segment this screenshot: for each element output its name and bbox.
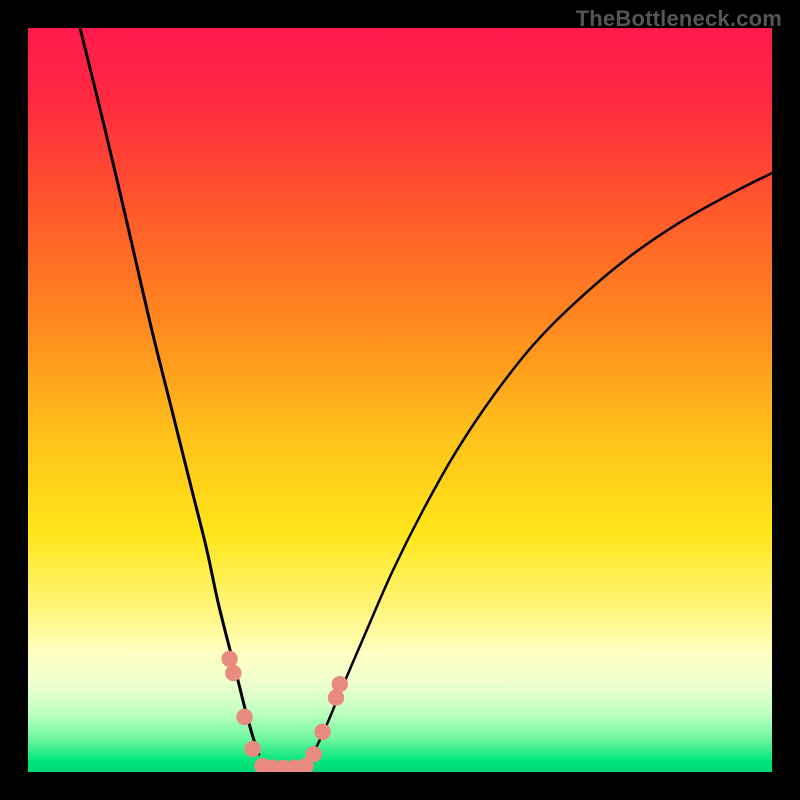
data-marker bbox=[332, 676, 348, 692]
chart-svg bbox=[28, 28, 772, 772]
data-marker bbox=[245, 741, 261, 757]
data-marker bbox=[314, 724, 330, 740]
data-marker bbox=[236, 709, 252, 725]
data-marker bbox=[221, 651, 237, 667]
chart-background bbox=[28, 28, 772, 772]
chart-plot bbox=[28, 28, 772, 772]
chart-frame: TheBottleneck.com bbox=[0, 0, 800, 800]
data-marker bbox=[306, 746, 322, 762]
data-marker bbox=[225, 665, 241, 681]
